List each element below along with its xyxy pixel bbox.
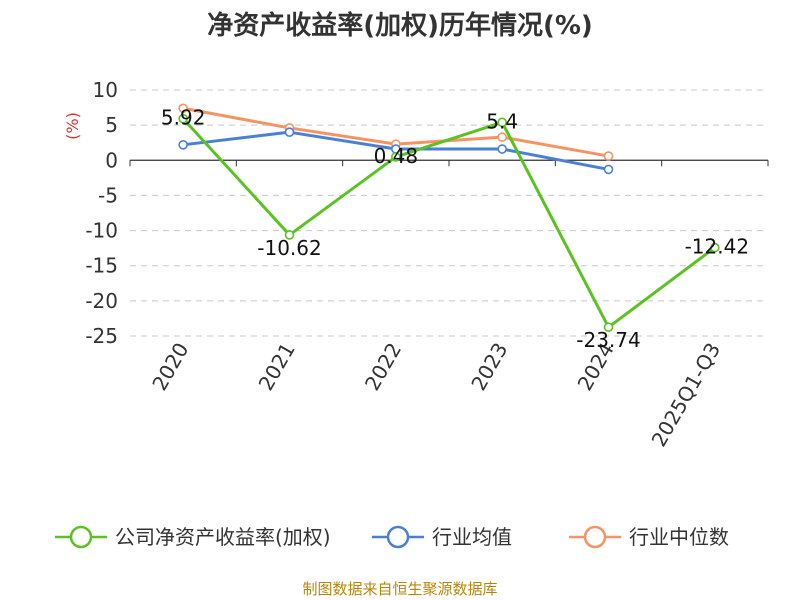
data-point: [178, 113, 188, 124]
legend-label: 行业均值: [432, 525, 512, 549]
y-tick-labels: 10 5 0 -5 -10 -15 -20 -25: [85, 78, 118, 348]
y-tick-label: -25: [85, 324, 118, 348]
chart-title: 净资产收益率(加权)历年情况(%): [207, 10, 593, 41]
data-point: [603, 164, 614, 175]
data-labels: 5.92 -10.62 0.48 5.4 -23.74 -12.42: [161, 106, 749, 352]
data-point: [284, 127, 295, 137]
series-line: [182, 117, 716, 329]
data-point: [497, 144, 507, 154]
data-point: [497, 117, 507, 128]
legend: 公司净资产收益率(加权) 行业均值 行业中位数: [55, 525, 729, 549]
data-point: [710, 242, 720, 253]
legend-label: 公司净资产收益率(加权): [115, 525, 331, 549]
y-tick-label: -15: [85, 254, 118, 278]
x-tick-labels: 2020 2021 2022 2023 2024 2025Q1-Q3: [147, 338, 725, 450]
grid-lines: [130, 89, 768, 337]
y-axis-label: (%): [63, 112, 82, 140]
y-tick-label: 10: [93, 78, 118, 102]
y-tick-label: -10: [85, 219, 118, 243]
y-tick-label: -20: [85, 289, 118, 313]
x-axis: [129, 159, 769, 167]
x-tick-label: 2025Q1-Q3: [646, 339, 725, 451]
y-tick-label: -5: [98, 183, 118, 207]
data-label: 5.4: [486, 109, 518, 133]
x-tick-label: 2021: [254, 339, 300, 395]
data-label: -10.62: [257, 236, 321, 260]
x-tick-label: 2022: [360, 339, 406, 395]
data-point: [284, 230, 295, 240]
data-point: [178, 103, 188, 114]
data-point: [391, 152, 401, 162]
data-label: -23.74: [576, 328, 640, 352]
legend-marker: [583, 525, 607, 549]
series-lines: [178, 103, 720, 332]
data-label: -12.42: [685, 235, 749, 259]
x-tick-label: 2020: [147, 339, 193, 395]
data-point: [178, 140, 188, 150]
y-tick-label: 0: [105, 148, 118, 172]
legend-marker: [386, 525, 410, 549]
data-label: 5.92: [161, 106, 206, 130]
data-point: [603, 322, 614, 332]
legend-marker: [69, 525, 93, 549]
legend-label: 行业中位数: [629, 525, 729, 549]
x-tick-label: 2023: [466, 338, 512, 394]
y-tick-label: 5: [105, 113, 118, 137]
data-point: [497, 132, 507, 142]
source-note: 制图数据来自恒生聚源数据库: [302, 580, 497, 598]
data-label: 0.48: [374, 144, 419, 168]
data-point: [603, 151, 614, 161]
